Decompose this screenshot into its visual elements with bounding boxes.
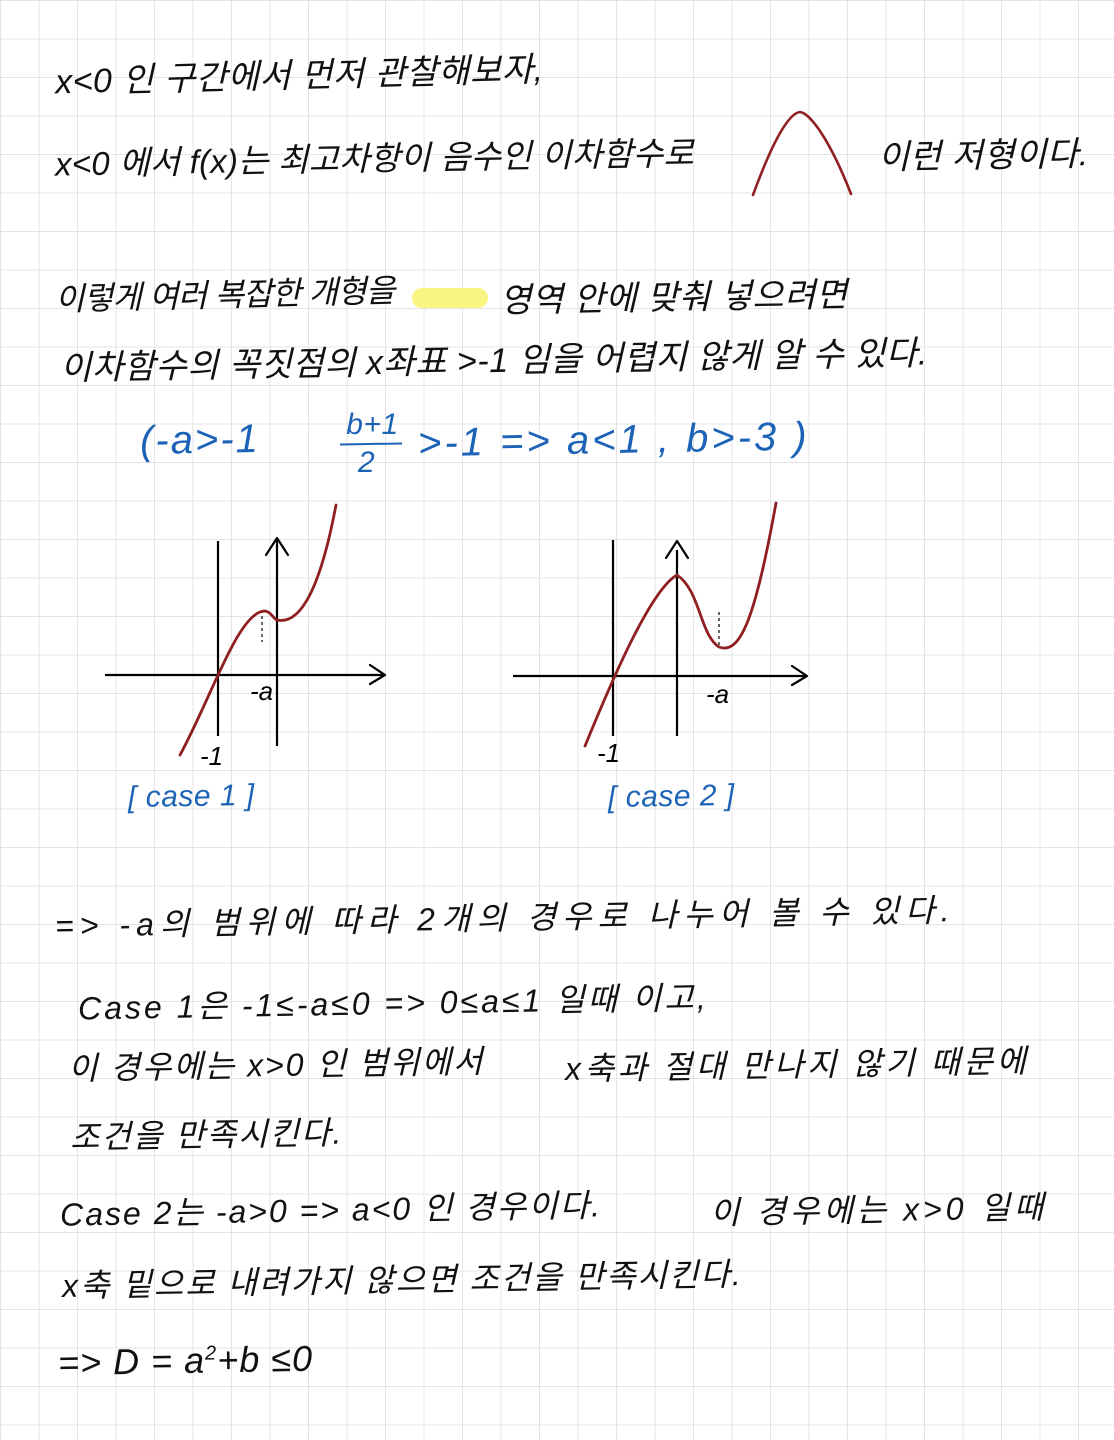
svg-text:-1: -1 bbox=[200, 741, 223, 771]
svg-text:-a: -a bbox=[250, 676, 273, 706]
svg-text:-1: -1 bbox=[597, 738, 620, 768]
svg-text:-a: -a bbox=[706, 679, 729, 709]
